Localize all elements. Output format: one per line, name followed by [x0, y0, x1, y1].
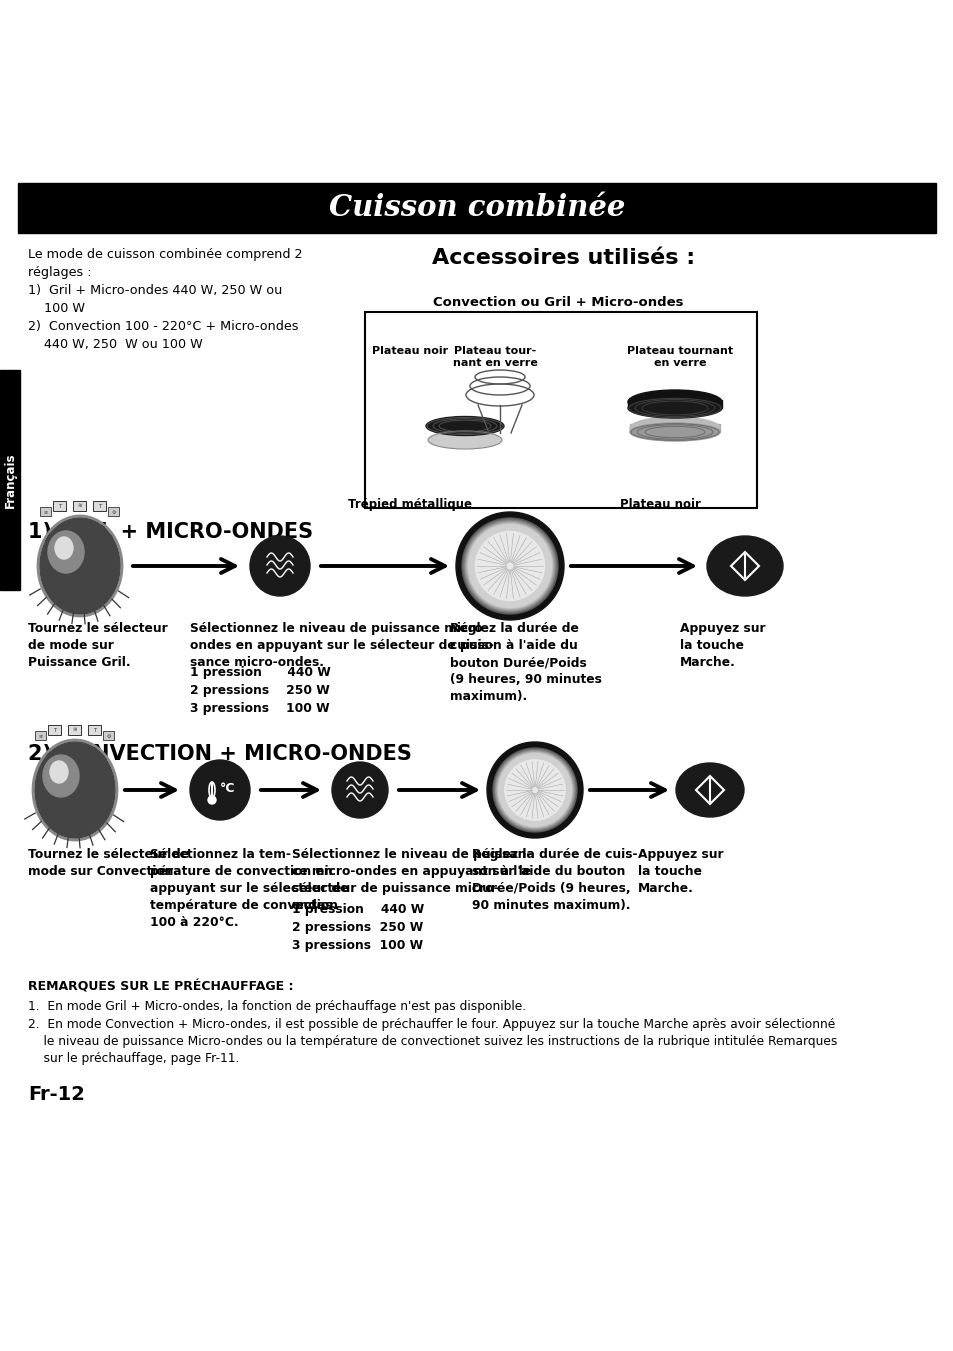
Text: 1.  En mode Gril + Micro-ondes, la fonction de préchauffage n'est pas disponible: 1. En mode Gril + Micro-ondes, la foncti…	[28, 1000, 525, 1013]
Circle shape	[456, 512, 563, 620]
Bar	[18, 182, 935, 232]
Bar	[88, 725, 101, 735]
Text: Le mode de cuisson combinée comprend 2
réglages :
1)  Gril + Micro-ondes 440 W, : Le mode de cuisson combinée comprend 2 r…	[28, 249, 302, 351]
Circle shape	[463, 520, 556, 612]
Circle shape	[465, 521, 554, 611]
Text: T: T	[93, 727, 96, 732]
Text: Réglez la durée de
cuisson à l'aide du
bouton Durée/Poids
(9 heures, 90 minutes
: Réglez la durée de cuisson à l'aide du b…	[450, 621, 601, 703]
Ellipse shape	[426, 416, 503, 435]
Ellipse shape	[629, 417, 720, 439]
Text: Tournez le sélecteur
de mode sur
Puissance Gril.: Tournez le sélecteur de mode sur Puissan…	[28, 621, 168, 669]
Circle shape	[463, 519, 557, 613]
Text: T: T	[98, 504, 102, 508]
Text: T: T	[53, 727, 56, 732]
Bar	[103, 731, 113, 740]
Bar	[68, 725, 81, 735]
Circle shape	[497, 754, 571, 827]
Text: Trépied métallique: Trépied métallique	[348, 499, 472, 511]
Text: REMARQUES SUR LE PRÉCHAUFFAGE :: REMARQUES SUR LE PRÉCHAUFFAGE :	[28, 979, 294, 993]
Ellipse shape	[627, 390, 721, 413]
Bar	[35, 731, 46, 740]
Ellipse shape	[676, 763, 743, 817]
Ellipse shape	[629, 423, 720, 440]
Circle shape	[208, 796, 215, 804]
Circle shape	[494, 748, 576, 831]
Bar	[53, 501, 66, 511]
Circle shape	[497, 751, 573, 828]
Circle shape	[468, 524, 551, 608]
Circle shape	[493, 748, 577, 832]
Text: Sélectionnez la tem-
pérature de convection en
appuyant sur le sélecteur de
temp: Sélectionnez la tem- pérature de convect…	[150, 848, 348, 929]
Ellipse shape	[627, 399, 721, 417]
Circle shape	[475, 531, 544, 601]
Bar	[92, 501, 106, 511]
Ellipse shape	[40, 517, 120, 613]
Circle shape	[462, 519, 557, 613]
Text: ≋: ≋	[39, 734, 43, 739]
Text: 1 pression      440 W
2 pressions    250 W
3 pressions    100 W: 1 pression 440 W 2 pressions 250 W 3 pre…	[190, 666, 331, 715]
Text: Fr-12: Fr-12	[28, 1085, 85, 1104]
Text: 1 pression    440 W
2 pressions  250 W
3 pressions  100 W: 1 pression 440 W 2 pressions 250 W 3 pre…	[292, 902, 424, 952]
Text: Plateau noir: Plateau noir	[372, 346, 448, 357]
Circle shape	[493, 748, 576, 831]
Circle shape	[466, 523, 553, 609]
Text: Français: Français	[4, 453, 16, 508]
Text: Convection ou Gril + Micro-ondes: Convection ou Gril + Micro-ondes	[433, 296, 682, 309]
Text: °C: °C	[220, 781, 235, 794]
Circle shape	[466, 523, 554, 609]
Text: Appuyez sur
la touche
Marche.: Appuyez sur la touche Marche.	[679, 621, 765, 669]
Text: ⚙: ⚙	[112, 509, 116, 515]
Text: Plateau tour-
nant en verre: Plateau tour- nant en verre	[452, 346, 537, 369]
Circle shape	[496, 751, 574, 830]
Text: Sélectionnez le niveau de puissance micro-
ondes en appuyant sur le sélecteur de: Sélectionnez le niveau de puissance micr…	[190, 621, 494, 669]
Text: Plateau noir: Plateau noir	[618, 499, 700, 511]
Circle shape	[467, 523, 552, 608]
Bar	[48, 725, 61, 735]
Ellipse shape	[429, 432, 500, 449]
Bar	[365, 312, 757, 508]
Text: T: T	[58, 504, 62, 508]
Text: ≋: ≋	[77, 504, 82, 508]
Ellipse shape	[190, 761, 250, 820]
Bar	[0, 370, 20, 590]
Text: Tournez le sélecteur de
mode sur Convection.: Tournez le sélecteur de mode sur Convect…	[28, 848, 189, 878]
Text: ⚙: ⚙	[107, 734, 112, 739]
Ellipse shape	[250, 536, 310, 596]
Circle shape	[468, 524, 552, 608]
Ellipse shape	[55, 536, 73, 559]
Text: Sélectionnez le niveau de puissan-
ce micro-ondes en appuyant sur le
sélecteur d: Sélectionnez le niveau de puissan- ce mi…	[292, 848, 531, 912]
Ellipse shape	[43, 755, 79, 797]
Ellipse shape	[706, 536, 782, 596]
Text: 2) CONVECTION + MICRO-ONDES: 2) CONVECTION + MICRO-ONDES	[28, 744, 412, 765]
Bar	[73, 501, 86, 511]
Ellipse shape	[48, 531, 84, 573]
Text: Cuisson combinée: Cuisson combinée	[329, 193, 624, 223]
Ellipse shape	[332, 762, 388, 817]
Circle shape	[486, 742, 582, 838]
Text: Réglez la durée de cuis-
son à l'aide du bouton
Durée/Poids (9 heures,
90 minute: Réglez la durée de cuis- son à l'aide du…	[472, 848, 637, 912]
Text: Plateau tournant
en verre: Plateau tournant en verre	[626, 346, 732, 369]
Ellipse shape	[35, 742, 115, 838]
Circle shape	[497, 753, 572, 827]
Circle shape	[504, 759, 564, 820]
Circle shape	[496, 751, 574, 830]
Text: ≋: ≋	[44, 509, 48, 515]
Text: ≋: ≋	[72, 727, 77, 732]
Text: Accessoires utilisés :: Accessoires utilisés :	[432, 249, 695, 267]
Bar	[629, 424, 720, 432]
Circle shape	[498, 754, 571, 827]
Circle shape	[495, 750, 575, 830]
Text: 1) GRIL + MICRO-ONDES: 1) GRIL + MICRO-ONDES	[28, 521, 313, 542]
Bar	[627, 400, 721, 408]
Bar	[108, 507, 119, 516]
Circle shape	[464, 521, 555, 611]
Text: Appuyez sur
la touche
Marche.: Appuyez sur la touche Marche.	[638, 848, 723, 894]
Text: 2.  En mode Convection + Micro-ondes, il est possible de préchauffer le four. Ap: 2. En mode Convection + Micro-ondes, il …	[28, 1019, 837, 1065]
Circle shape	[461, 517, 558, 613]
Bar	[40, 507, 51, 516]
Ellipse shape	[50, 761, 68, 784]
Circle shape	[464, 520, 555, 612]
Circle shape	[494, 750, 575, 831]
Circle shape	[497, 753, 572, 828]
